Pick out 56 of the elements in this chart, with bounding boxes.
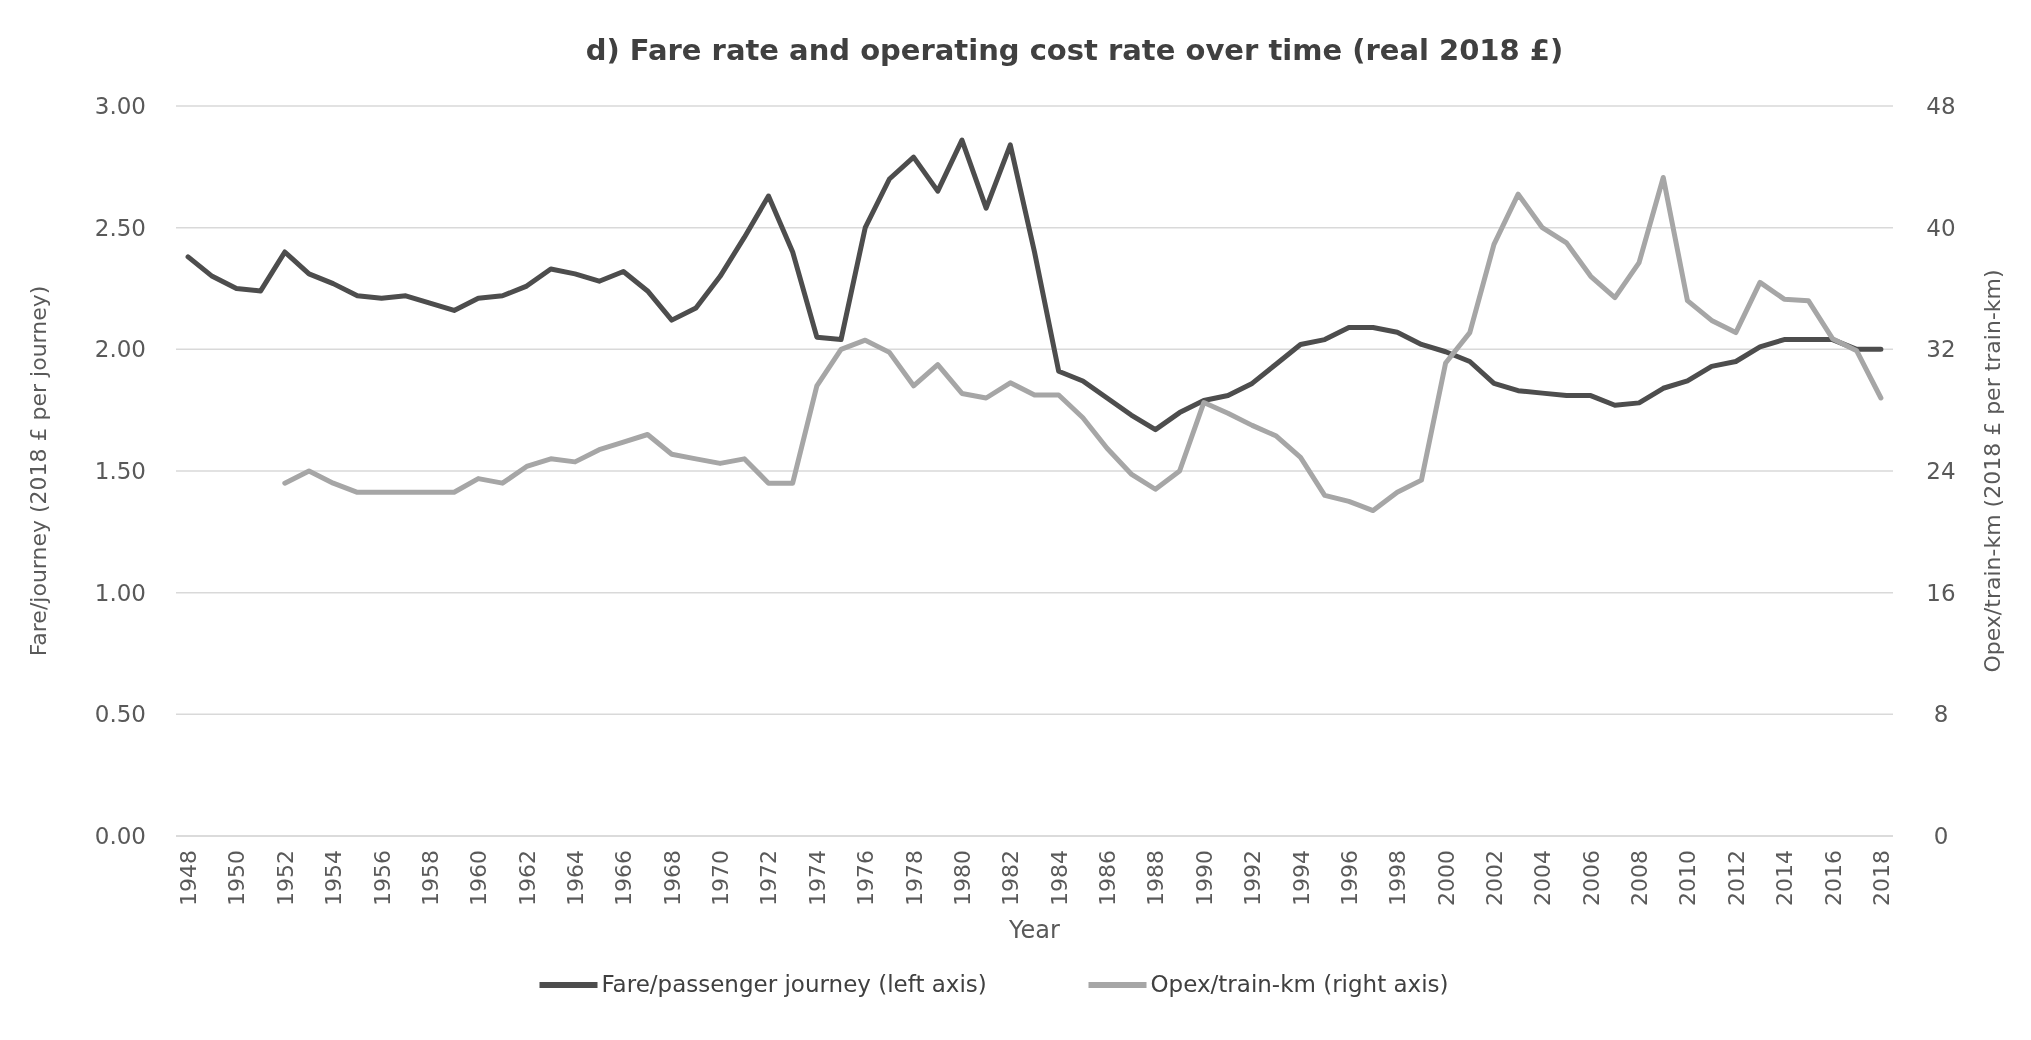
y-tick-label: 0.00: [94, 823, 146, 849]
y-tick-label: 2.00: [94, 336, 146, 363]
chart-title: d) Fare rate and operating cost rate over time (real 2018 £): [585, 33, 1564, 67]
x-tick-label: 2002: [1481, 850, 1507, 906]
x-tick-label: 2016: [1820, 850, 1846, 906]
x-tick-label: 1992: [1240, 850, 1266, 906]
x-tick-label: 1966: [611, 850, 637, 906]
y2-tick-label: 48: [1926, 93, 1956, 119]
x-tick-label: 2014: [1772, 850, 1798, 906]
x-tick-label: 1958: [417, 850, 443, 906]
x-tick-label: 2012: [1723, 850, 1749, 906]
legend-label: Opex/train-km (right axis): [1150, 971, 1449, 997]
legend-label: Fare/passenger journey (left axis): [601, 971, 987, 997]
x-tick-label: 2018: [1868, 850, 1894, 906]
y2-tick-label: 24: [1926, 458, 1956, 484]
x-tick-label: 1982: [998, 850, 1024, 906]
x-tick-label: 2000: [1433, 850, 1459, 906]
x-tick-label: 1980: [949, 850, 975, 906]
x-tick-label: 1994: [1288, 850, 1314, 906]
y2-tick-label: 16: [1926, 579, 1956, 606]
x-tick-label: 1950: [224, 850, 250, 906]
x-tick-label: 1968: [659, 850, 685, 906]
x-tick-label: 1954: [321, 850, 347, 906]
x-tick-label: 1978: [901, 850, 927, 906]
x-tick-label: 1976: [853, 850, 879, 906]
x-tick-label: 1998: [1385, 850, 1411, 906]
x-tick-label: 1972: [756, 850, 782, 906]
x-tick-label: 1990: [1191, 850, 1217, 906]
y2-tick-label: 40: [1926, 214, 1956, 241]
x-tick-label: 1956: [369, 850, 395, 906]
x-tick-label: 2004: [1530, 850, 1556, 906]
x-tick-label: 1974: [804, 850, 830, 906]
x-tick-label: 1986: [1095, 850, 1121, 906]
x-tick-label: 1996: [1336, 850, 1362, 906]
x-tick-label: 2008: [1627, 850, 1653, 906]
x-tick-label: 1962: [514, 850, 540, 906]
x-axis-title: Year: [1008, 916, 1061, 944]
x-tick-label: 2006: [1578, 850, 1604, 906]
y-tick-label: 0.50: [94, 701, 146, 728]
y-tick-label: 2.50: [94, 214, 146, 241]
y2-tick-label: 8: [1933, 701, 1949, 728]
y2-axis-title: Opex/train-km (2018 £ per train-km): [1980, 269, 2005, 673]
x-tick-label: 1964: [563, 850, 589, 906]
y2-tick-label: 0: [1933, 823, 1949, 849]
y-tick-label: 1.50: [94, 458, 146, 484]
x-tick-label: 1970: [708, 850, 734, 906]
x-tick-label: 1984: [1046, 850, 1072, 906]
y2-tick-label: 32: [1926, 336, 1956, 363]
y-tick-label: 1.00: [94, 579, 146, 606]
x-tick-label: 2010: [1675, 850, 1701, 906]
x-tick-label: 1952: [272, 850, 298, 906]
x-tick-label: 1988: [1143, 850, 1169, 906]
x-tick-label: 1948: [176, 850, 202, 906]
y-tick-label: 3.00: [94, 93, 146, 119]
y-axis-title: Fare/journey (2018 £ per journey): [26, 285, 51, 657]
x-tick-label: 1960: [466, 850, 492, 906]
